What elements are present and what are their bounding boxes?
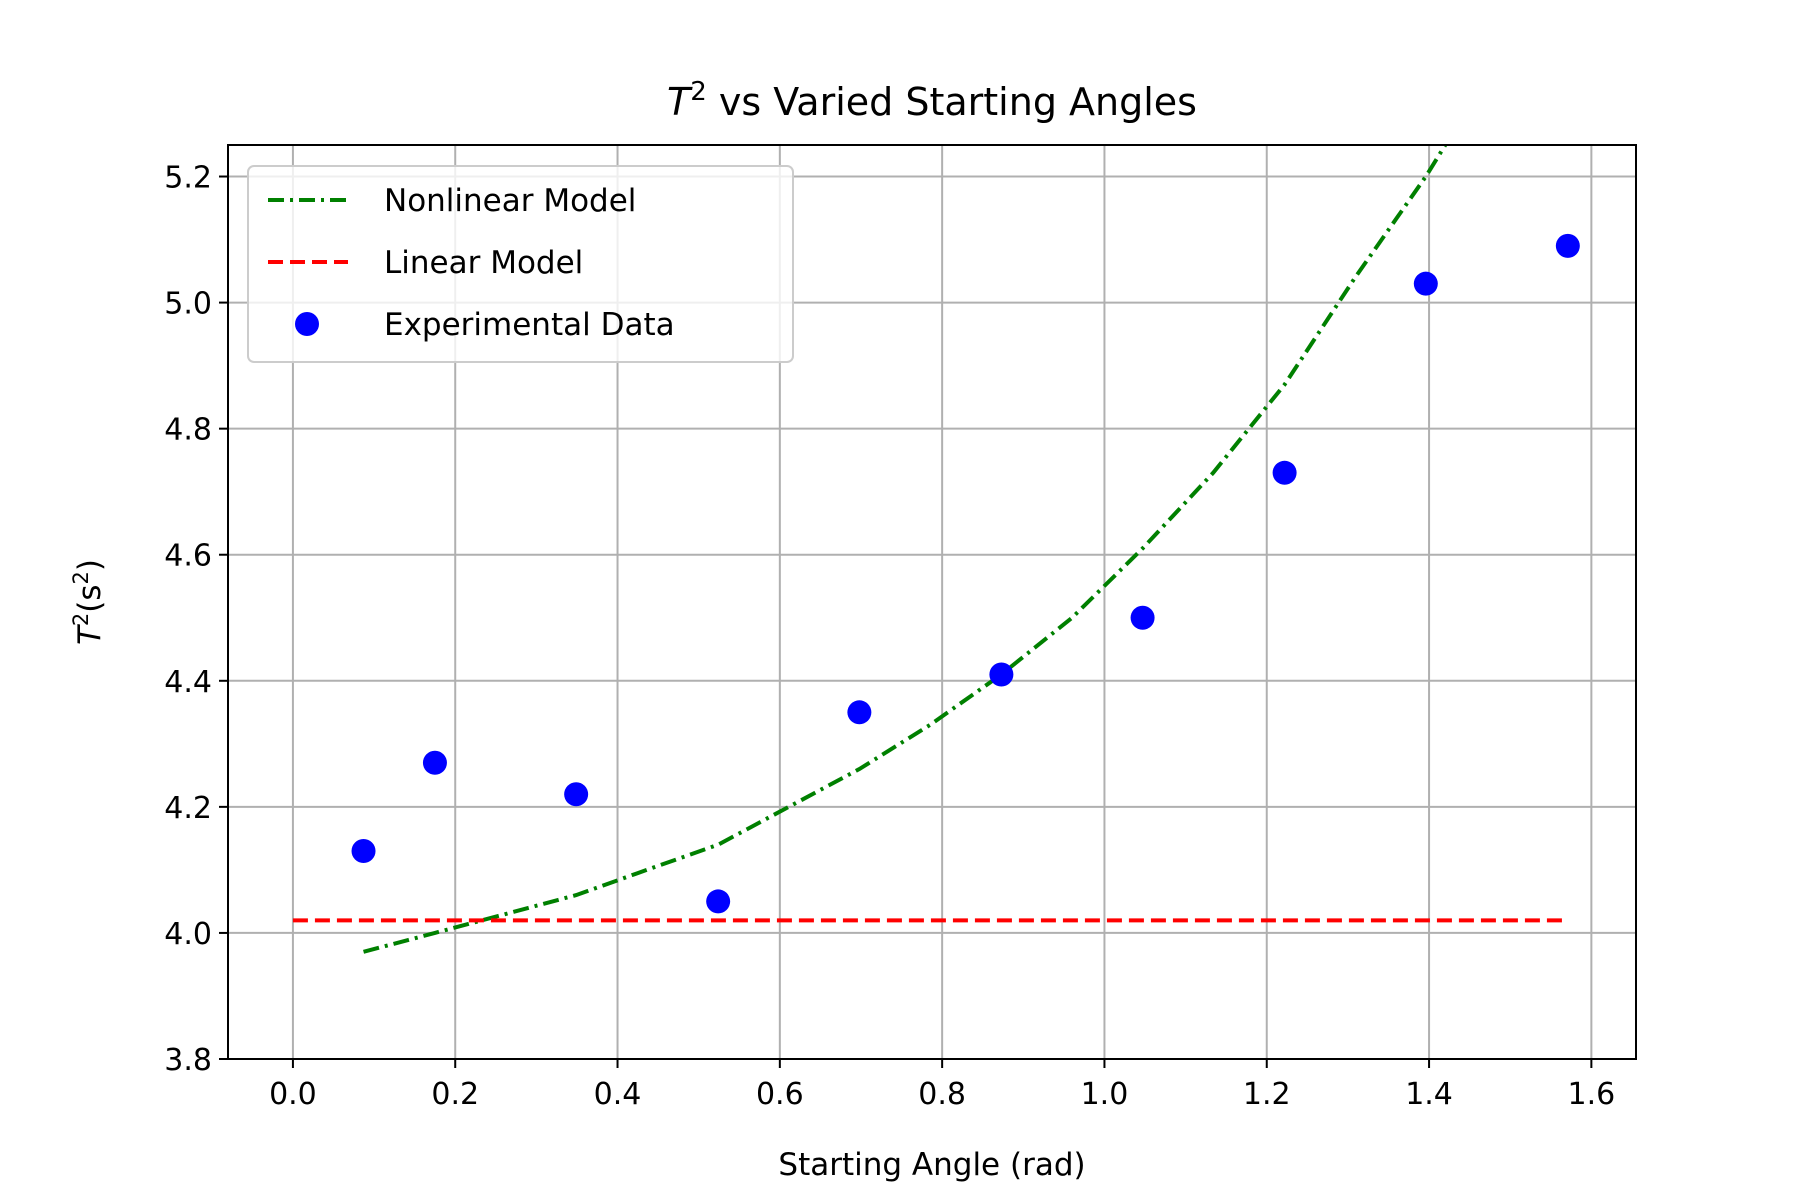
y-axis-label-end: ) xyxy=(72,559,108,571)
data-point xyxy=(564,782,589,807)
y-tick-label: 5.2 xyxy=(164,161,212,196)
x-tick-label: 0.8 xyxy=(918,1077,966,1112)
legend-swatch-experimental-data xyxy=(295,312,319,336)
data-point xyxy=(847,700,872,725)
data-point xyxy=(706,889,731,914)
legend: Nonlinear Model Linear Model Experimenta… xyxy=(247,165,794,363)
chart-title-sup: 2 xyxy=(690,77,707,107)
chart-title: T2 vs Varied Starting Angles xyxy=(667,77,1197,124)
series-line-nonlinear-model xyxy=(363,143,1447,954)
y-axis-label-mid: (s xyxy=(72,584,108,612)
data-point xyxy=(1555,233,1580,258)
y-tick-label: 4.0 xyxy=(164,917,212,952)
legend-label-experimental-data: Experimental Data xyxy=(384,307,675,343)
data-point xyxy=(422,750,447,775)
x-axis-ticks: 0.0 0.2 0.4 0.6 0.8 1.0 1.2 1.4 1.6 xyxy=(269,1059,1615,1112)
x-tick-label: 0.4 xyxy=(594,1077,642,1112)
chart-title-base: T xyxy=(667,80,693,124)
y-axis-ticks: 3.8 4.0 4.2 4.4 4.6 4.8 5.0 5.2 xyxy=(164,161,228,1078)
data-point xyxy=(989,662,1014,687)
legend-label-nonlinear-model: Nonlinear Model xyxy=(384,183,636,219)
data-point xyxy=(1413,271,1438,296)
y-tick-label: 4.2 xyxy=(164,791,212,826)
x-axis-label: Starting Angle (rad) xyxy=(778,1147,1085,1183)
y-tick-label: 4.8 xyxy=(164,413,212,448)
data-point xyxy=(1272,460,1297,485)
plot-series xyxy=(292,143,1580,954)
chart-title-rest: vs Varied Starting Angles xyxy=(707,80,1197,124)
y-axis-label-sup1: 2 xyxy=(69,613,93,626)
y-tick-label: 3.8 xyxy=(164,1043,212,1078)
y-tick-label: 4.6 xyxy=(164,539,212,574)
plot-frame xyxy=(227,144,1637,1060)
data-point xyxy=(1130,605,1155,630)
x-tick-label: 0.6 xyxy=(756,1077,804,1112)
legend-label-linear-model: Linear Model xyxy=(384,245,583,281)
legend-box xyxy=(247,165,794,363)
y-axis-label-sup2: 2 xyxy=(69,571,93,584)
y-axis-label: T2(s2) xyxy=(69,559,108,645)
x-tick-label: 1.2 xyxy=(1243,1077,1291,1112)
x-tick-label: 0.2 xyxy=(431,1077,479,1112)
x-tick-label: 1.0 xyxy=(1081,1077,1129,1112)
x-tick-label: 1.4 xyxy=(1405,1077,1453,1112)
y-tick-label: 5.0 xyxy=(164,287,212,322)
x-tick-label: 1.6 xyxy=(1568,1077,1616,1112)
data-point xyxy=(351,838,376,863)
x-tick-label: 0.0 xyxy=(269,1077,317,1112)
y-axis-label-base: T xyxy=(72,624,108,645)
y-tick-label: 4.4 xyxy=(164,665,212,700)
